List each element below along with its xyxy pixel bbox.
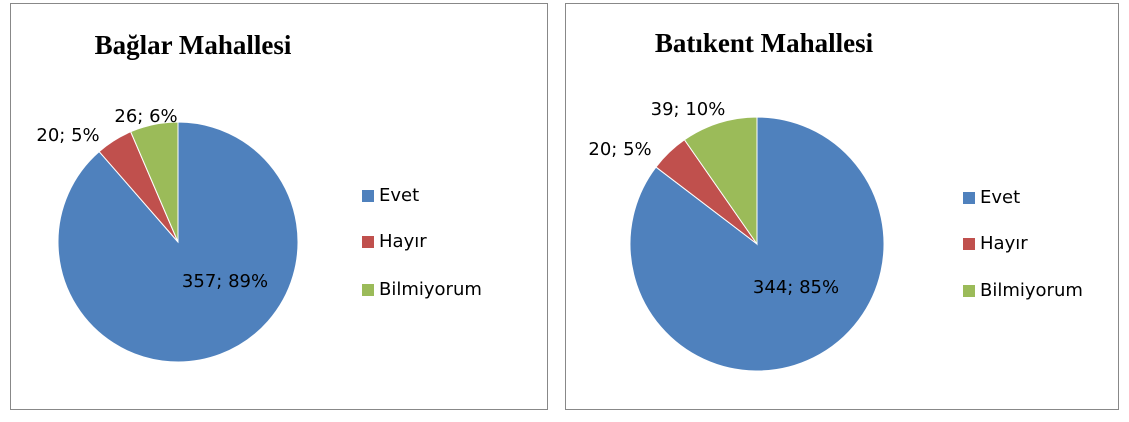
legend-label: Bilmiyorum (379, 279, 482, 300)
data-label: 344; 85% (753, 277, 839, 298)
legend-label: Hayır (379, 231, 427, 252)
legend-swatch (963, 192, 975, 204)
legend-swatch (963, 238, 975, 250)
legend-label: Evet (980, 187, 1020, 208)
data-label: 20; 5% (36, 125, 99, 146)
legend-swatch (362, 236, 374, 248)
legend-swatch (362, 190, 374, 202)
legend-swatch (362, 284, 374, 296)
data-label: 357; 89% (182, 271, 268, 292)
legend-label: Evet (379, 185, 419, 206)
data-label: 39; 10% (651, 99, 726, 120)
data-label: 26; 6% (114, 106, 177, 127)
legend-label: Hayır (980, 233, 1028, 254)
pie-slice (130, 121, 179, 243)
chart-title: Bağlar Mahallesi (95, 30, 292, 60)
legend-swatch (963, 285, 975, 297)
pie-slice (683, 116, 758, 246)
legend-label: Bilmiyorum (980, 280, 1083, 301)
data-label: 20; 5% (588, 139, 651, 160)
chart-title: Batıkent Mahallesi (655, 28, 874, 58)
